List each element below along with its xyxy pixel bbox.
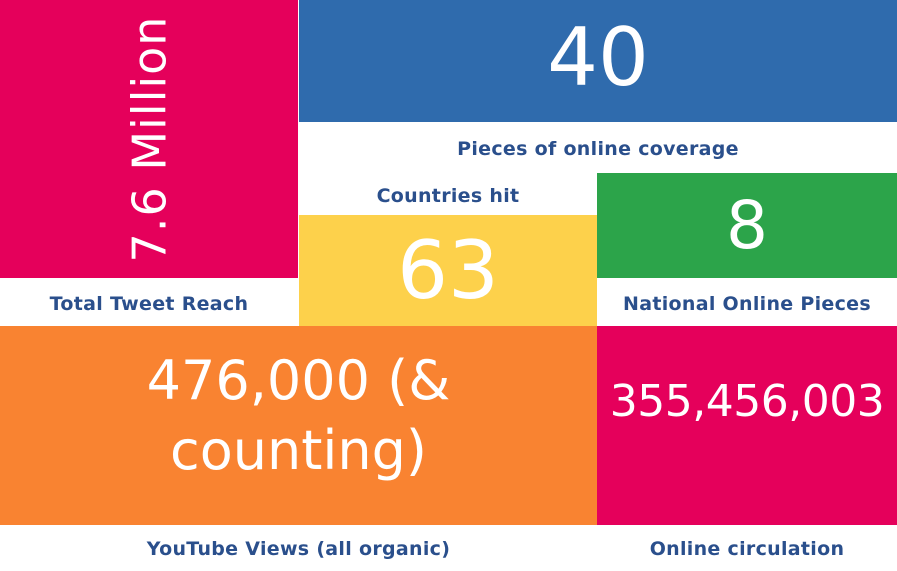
youtube-views-value-line2: counting) [170,418,427,482]
circulation-label: Online circulation [649,538,845,560]
national-value: 8 [726,186,768,264]
national-label: National Online Pieces [623,293,871,315]
tweet-reach-label: Total Tweet Reach [49,293,249,315]
circulation-block: 355,456,003 [597,326,897,525]
youtube-views-value-line1: 476,000 (& [146,349,451,413]
youtube-views-value: 476,000 (& counting) [147,346,451,504]
online-coverage-block: 40 [299,0,897,122]
national-block: 8 [597,173,897,278]
youtube-views-label: YouTube Views (all organic) [146,538,451,560]
circulation-value: 355,456,003 [609,375,885,427]
countries-value: 63 [397,223,499,317]
youtube-views-block: 476,000 (& counting) [0,326,597,525]
countries-block: 63 [299,215,597,326]
online-coverage-value: 40 [547,11,649,104]
tweet-reach-block: 7.6 Million [0,0,298,278]
online-coverage-label: Pieces of online coverage [457,138,739,160]
countries-label: Countries hit [376,185,520,207]
tweet-reach-value: 7.6 Million [121,15,176,263]
